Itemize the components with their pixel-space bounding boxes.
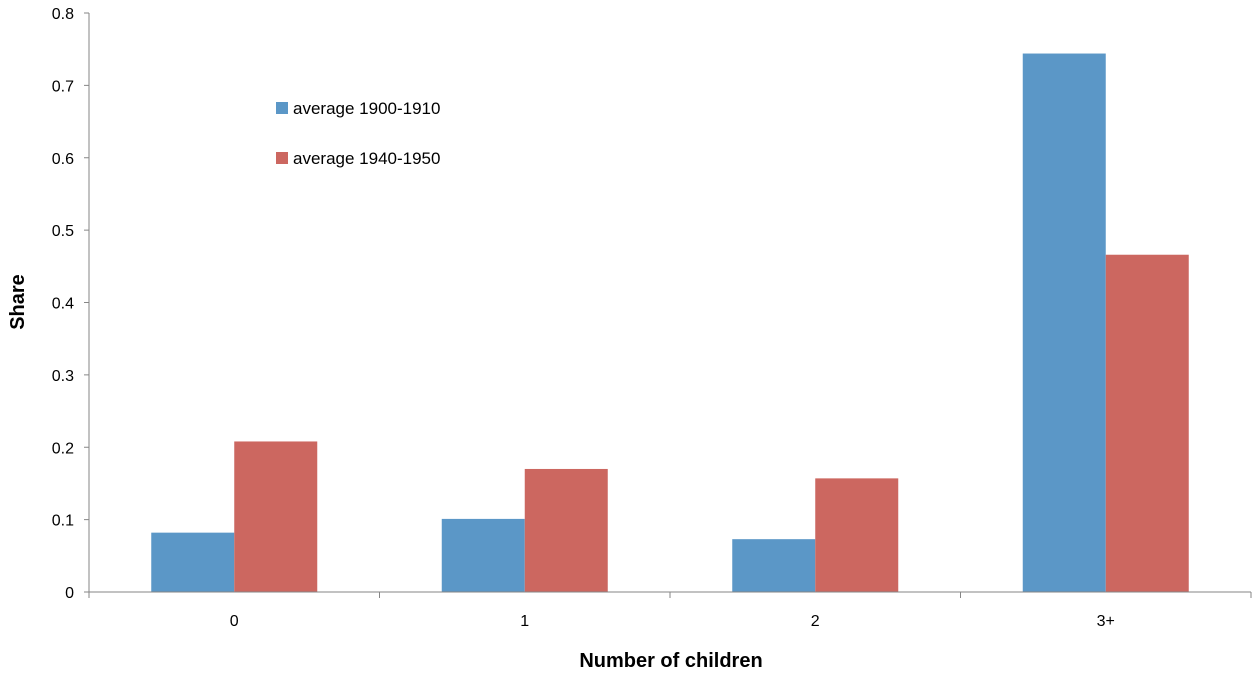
y-tick-label: 0.6 <box>52 151 74 168</box>
y-tick-label: 0.1 <box>52 513 74 530</box>
y-tick-label: 0 <box>65 585 74 602</box>
y-tick-label: 0.2 <box>52 440 74 457</box>
legend-label-average-1940-1950: average 1940-1950 <box>293 149 440 168</box>
x-tick-label: 2 <box>811 613 820 630</box>
axes-layer: 0 0.1 0.2 0.3 0.4 0.5 0.6 0.7 0.8 0 1 2 3+ <box>52 6 1252 630</box>
y-tick-label: 0.3 <box>52 368 74 385</box>
y-axis-title: Share <box>7 274 29 330</box>
x-tick-label: 1 <box>520 613 529 630</box>
bars-layer <box>151 53 1189 593</box>
legend-swatch-average-1900-1910 <box>276 102 288 114</box>
bar-average-1900-1910-cat-2 <box>732 539 816 592</box>
y-tick-label: 0.4 <box>52 296 74 313</box>
legend-swatch-average-1940-1950 <box>276 152 288 164</box>
legend-label-average-1900-1910: average 1900-1910 <box>293 99 440 118</box>
bar-average-1940-1950-cat-2 <box>815 478 899 592</box>
legend: average 1900-1910 average 1940-1950 <box>276 99 440 168</box>
x-tick-label: 0 <box>230 613 239 630</box>
x-axis-title: Number of children <box>579 650 762 672</box>
bar-average-1940-1950-cat-0 <box>234 441 318 592</box>
y-tick-label: 0.8 <box>52 6 74 23</box>
bar-average-1900-1910-cat-3 <box>1022 53 1106 592</box>
bar-average-1940-1950-cat-3 <box>1105 254 1189 593</box>
x-tick-label: 3+ <box>1097 613 1115 630</box>
bar-average-1900-1910-cat-1 <box>441 518 525 592</box>
bar-average-1900-1910-cat-0 <box>151 532 235 592</box>
bar-average-1940-1950-cat-1 <box>524 468 608 592</box>
y-tick-label: 0.7 <box>52 78 74 95</box>
y-tick-label: 0.5 <box>52 223 74 240</box>
